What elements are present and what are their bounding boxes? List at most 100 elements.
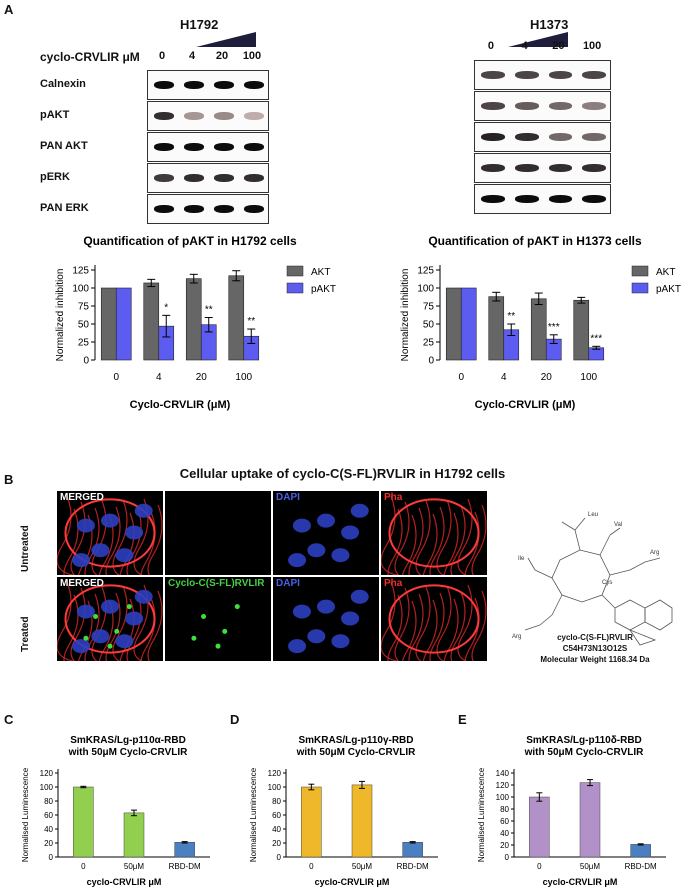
h1373-band xyxy=(481,71,505,79)
row-label-treated: Treated xyxy=(20,616,31,652)
y-tick-label: 60 xyxy=(500,817,509,826)
x-tick-label: 20 xyxy=(541,372,553,383)
legend-label-akt: AKT xyxy=(311,267,330,278)
significance-mark: ** xyxy=(507,311,515,322)
h1373-band xyxy=(514,164,539,172)
legend-swatch-pakt xyxy=(631,282,649,294)
untreated-tile-pha-label: Pha xyxy=(384,492,403,503)
dose-label-2: 20 xyxy=(552,40,565,52)
dose-wedge-h1373 xyxy=(508,32,568,47)
x-axis-label: Cyclo-CRVLIR (μM) xyxy=(130,399,231,411)
y-tick-label: 25 xyxy=(78,338,90,349)
treated-tile-dapi-label: DAPI xyxy=(276,578,300,589)
y-tick-label: 120 xyxy=(40,769,54,778)
dose-prefix: cyclo-CRVLIR μM xyxy=(40,50,140,64)
bar xyxy=(174,842,195,858)
bar xyxy=(73,786,94,858)
h1373-band xyxy=(481,195,505,203)
treated-tile-merged-label: MERGED xyxy=(60,578,104,589)
legend-swatch-akt xyxy=(631,265,649,277)
y-tick-label: 0 xyxy=(505,853,510,862)
x-tick-label: 0 xyxy=(81,862,86,871)
bar-akt xyxy=(185,278,202,361)
bar-pakt xyxy=(460,287,477,361)
y-tick-label: 80 xyxy=(500,805,509,814)
y-tick-label: 0 xyxy=(83,356,89,367)
compound-name: cyclo-C(S-FL)RVLIR xyxy=(557,633,633,642)
h1792-band xyxy=(154,205,174,213)
x-tick-label: RBD-DM xyxy=(397,862,429,871)
chart1-title: Quantification of pAKT in H1373 cells xyxy=(428,234,642,248)
bar-akt xyxy=(445,287,462,361)
bar xyxy=(301,786,322,858)
chemical-structure: Leu Val Ile Arg Cys Arg xyxy=(512,512,673,646)
chart4-subtitle: with 50μM Cyclo-CRVLIR xyxy=(524,747,645,758)
h1373-band xyxy=(548,102,573,110)
h1373-band xyxy=(514,133,539,141)
h1373-blot-row-3 xyxy=(474,153,611,183)
y-tick-label: 20 xyxy=(44,839,53,848)
bar-akt xyxy=(488,296,505,361)
y-tick-label: 140 xyxy=(496,769,510,778)
h1373-band xyxy=(548,71,573,79)
y-tick-label: 100 xyxy=(417,284,434,295)
compound-weight: Molecular Weight 1168.34 Da xyxy=(540,655,650,664)
untreated-tile-pha: Pha xyxy=(381,491,487,575)
x-tick-label: 50μM xyxy=(580,862,601,871)
panel-label-a: A xyxy=(4,2,14,17)
significance-mark: ** xyxy=(247,316,255,327)
y-tick-label: 80 xyxy=(44,797,53,806)
bar xyxy=(630,844,651,858)
h1792-blot-row-3 xyxy=(147,163,269,193)
x-tick-label: 4 xyxy=(501,372,507,383)
h1373-band xyxy=(481,164,505,172)
dose-label-3: 100 xyxy=(242,50,262,62)
bar xyxy=(123,812,145,858)
h1373-band xyxy=(582,164,606,172)
h1792-blot-row-2 xyxy=(147,132,269,162)
bar-akt xyxy=(143,282,160,361)
y-tick-label: 60 xyxy=(272,811,281,820)
legend-swatch-pakt xyxy=(286,282,304,294)
y-tick-label: 75 xyxy=(78,302,90,313)
untreated-tile-fitc xyxy=(165,491,271,575)
y-axis-label: Normalised Luminescence xyxy=(21,767,30,862)
x-tick-label: RBD-DM xyxy=(169,862,201,871)
y-axis-label: Normalized inhibition xyxy=(55,269,66,362)
residue-val: Val xyxy=(614,522,622,528)
bar-akt xyxy=(530,298,547,361)
residue-leu: Leu xyxy=(588,512,598,518)
chart2-subtitle: with 50μM Cyclo-CRVLIR xyxy=(68,747,189,758)
legend-label-akt: AKT xyxy=(656,267,675,278)
compound-formula: C54H73N13O12S xyxy=(562,644,628,653)
y-tick-label: 25 xyxy=(423,338,435,349)
y-tick-label: 100 xyxy=(268,783,282,792)
panel-b-title: Cellular uptake of cyclo-C(S-FL)RVLIR in… xyxy=(179,466,506,481)
y-tick-label: 0 xyxy=(49,853,54,862)
x-tick-label: 50μM xyxy=(124,862,145,871)
h1373-band xyxy=(514,195,539,203)
h1792-band xyxy=(154,112,174,120)
y-tick-label: 60 xyxy=(44,811,53,820)
panel-label-e: E xyxy=(458,712,467,727)
residue-arg-2: Arg xyxy=(512,634,521,640)
row-label-1: pAKT xyxy=(40,109,70,121)
row-label-untreated: Untreated xyxy=(20,525,31,572)
y-tick-label: 125 xyxy=(417,266,434,277)
h1373-title: H1373 xyxy=(530,17,569,32)
h1373-band xyxy=(548,133,573,141)
treated-tile-dapi: DAPI xyxy=(273,577,379,661)
x-tick-label: 20 xyxy=(196,372,208,383)
row-label-3: pERK xyxy=(40,171,70,183)
h1373-band xyxy=(548,195,573,203)
x-axis-label: cyclo-CRVLIR μM xyxy=(315,877,390,887)
chart4-title: SmKRAS/Lg-p110δ-RBD xyxy=(526,735,642,746)
h1373-band xyxy=(514,102,539,110)
dose-label-0: 0 xyxy=(487,40,494,52)
x-axis-label: cyclo-CRVLIR μM xyxy=(543,877,618,887)
h1792-band xyxy=(154,143,174,151)
bar-akt xyxy=(228,275,245,361)
untreated-tile-dapi: DAPI xyxy=(273,491,379,575)
y-tick-label: 20 xyxy=(272,839,281,848)
